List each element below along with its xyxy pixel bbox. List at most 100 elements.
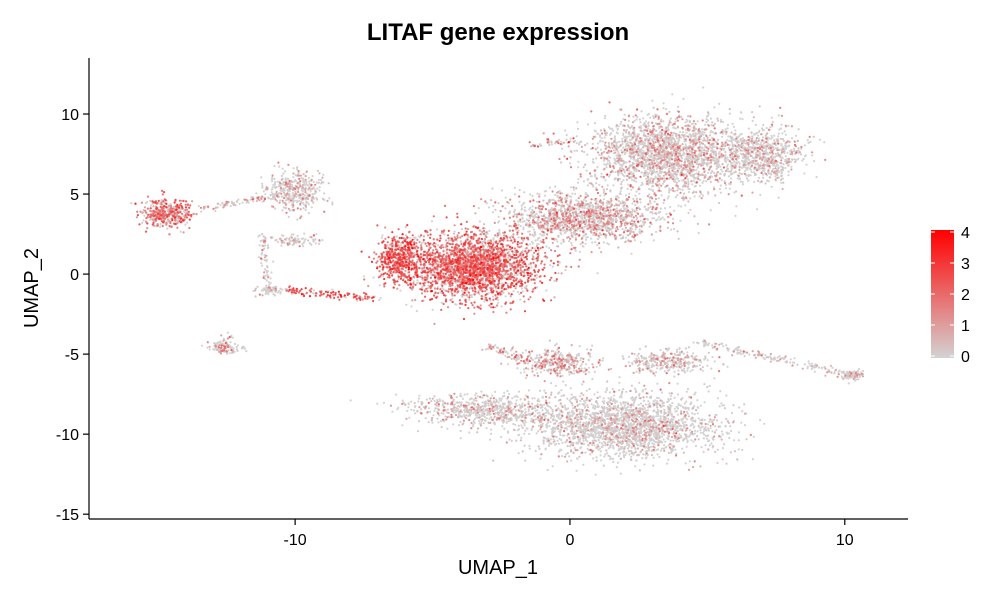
- cell-point: [685, 118, 688, 121]
- cell-point: [558, 422, 561, 425]
- cell-point: [801, 159, 804, 162]
- cell-point: [634, 203, 637, 207]
- cell-point: [719, 184, 722, 187]
- cell-point: [416, 258, 419, 261]
- cell-point: [637, 428, 640, 431]
- cell-point: [659, 417, 662, 420]
- cell-point: [749, 174, 752, 177]
- cell-point: [596, 402, 599, 405]
- cell-point: [647, 400, 650, 403]
- cell-point: [626, 142, 629, 145]
- cell-point: [488, 229, 491, 232]
- cell-point: [609, 127, 612, 130]
- cell-point: [649, 205, 652, 208]
- cell-point: [396, 273, 400, 277]
- cell-point: [734, 214, 737, 217]
- cell-point: [684, 421, 687, 424]
- cell-point: [643, 463, 646, 466]
- cell-point: [760, 141, 763, 144]
- cell-point: [741, 448, 744, 452]
- cell-point: [598, 441, 601, 444]
- cell-point: [669, 228, 673, 231]
- cell-point: [646, 171, 649, 174]
- cell-point: [380, 236, 383, 239]
- cell-point: [478, 220, 481, 223]
- cell-point: [606, 202, 610, 205]
- cell-point: [531, 205, 534, 208]
- cell-point: [708, 420, 711, 423]
- cell-point: [596, 203, 600, 206]
- cell-point: [655, 160, 658, 163]
- cell-point: [584, 191, 587, 195]
- cell-point: [586, 142, 589, 145]
- cell-point: [647, 173, 650, 176]
- cell-point: [700, 446, 703, 449]
- cell-point: [454, 286, 457, 289]
- cell-point: [510, 225, 513, 228]
- cell-point: [637, 403, 640, 406]
- cell-point: [528, 230, 531, 233]
- cell-point: [593, 122, 597, 125]
- cell-point: [661, 405, 664, 408]
- cell-point: [451, 297, 454, 301]
- cell-point: [752, 435, 755, 438]
- cell-point: [641, 212, 644, 216]
- cell-point: [558, 450, 561, 453]
- cell-point: [578, 403, 581, 406]
- cell-point: [570, 393, 573, 396]
- cell-point: [485, 252, 488, 255]
- cell-point: [586, 433, 589, 436]
- cell-point: [416, 279, 419, 282]
- cell-point: [561, 192, 564, 195]
- cell-point: [804, 154, 807, 157]
- cell-point: [680, 205, 683, 208]
- cell-point: [714, 413, 717, 417]
- cell-point: [622, 146, 625, 149]
- cell-point: [726, 127, 729, 130]
- cell-point: [468, 298, 471, 301]
- cell-point: [612, 447, 615, 450]
- cell-point: [573, 447, 576, 450]
- cell-point: [478, 293, 481, 296]
- cell-point: [382, 275, 385, 278]
- cell-point: [582, 234, 585, 237]
- cell-point: [622, 132, 625, 135]
- cell-point: [546, 468, 549, 472]
- cell-point: [544, 448, 547, 451]
- cell-point: [630, 125, 634, 128]
- cell-point: [650, 149, 654, 152]
- cell-point: [719, 172, 722, 176]
- cell-point: [610, 396, 613, 399]
- cell-point: [700, 160, 703, 163]
- cell-point: [763, 169, 766, 172]
- cell-point: [583, 416, 586, 419]
- cell-point: [677, 105, 680, 108]
- cell-point: [631, 178, 634, 181]
- cell-point: [691, 183, 694, 186]
- cell-point: [674, 448, 677, 451]
- cell-point: [644, 120, 648, 123]
- cell-point: [683, 158, 687, 161]
- cell-point: [363, 275, 366, 278]
- cell-point: [564, 229, 567, 232]
- cell-point: [621, 137, 624, 140]
- cell-point: [580, 217, 583, 220]
- cell-point: [589, 430, 593, 433]
- cell-point: [689, 197, 692, 200]
- cell-point: [427, 284, 430, 287]
- cell-point: [597, 432, 600, 435]
- cell-point: [537, 218, 540, 221]
- cell-point: [679, 428, 682, 431]
- cell-point: [713, 377, 716, 380]
- cell-point: [517, 229, 520, 232]
- cell-point: [556, 439, 559, 442]
- cell-point: [737, 431, 741, 434]
- cell-point: [695, 138, 699, 141]
- cell-point: [685, 156, 688, 159]
- cell-point: [650, 445, 653, 448]
- cell-point: [516, 429, 520, 432]
- cell-point: [752, 157, 755, 160]
- cell-point: [406, 409, 409, 412]
- cell-point: [596, 146, 599, 149]
- cell-point: [727, 158, 730, 161]
